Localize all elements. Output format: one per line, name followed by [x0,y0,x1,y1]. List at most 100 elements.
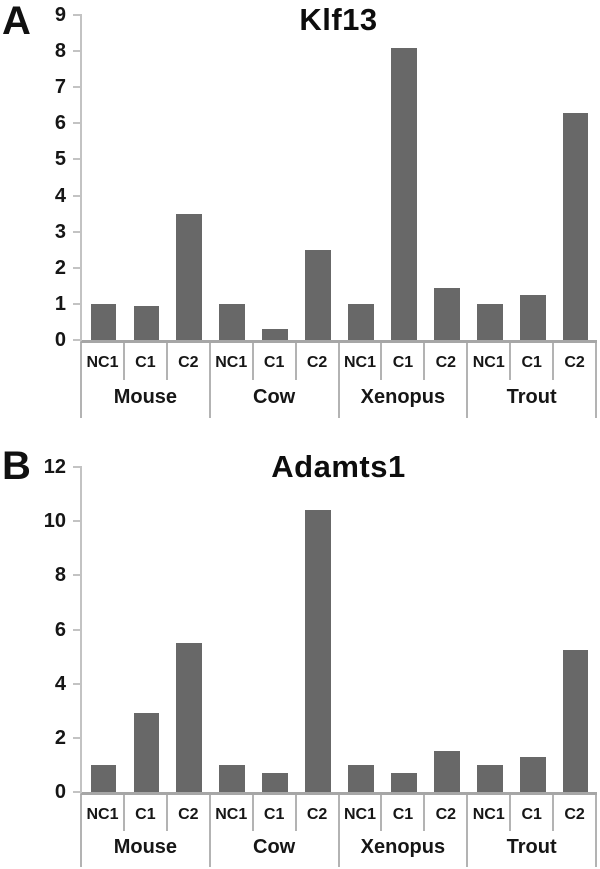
condition-label: C1 [382,343,426,380]
panel-label-a: A [2,0,31,43]
y-tick-mark [73,230,82,233]
bar [133,713,160,792]
y-tick-mark [73,122,82,125]
condition-label: NC1 [340,795,383,831]
bar [262,329,289,340]
bar-slot [297,15,340,340]
y-tick-mark [73,266,82,269]
bar-slot [254,15,297,340]
y-tick-mark [73,682,82,685]
panel-b: B Adamts1 0 2 4 6 8 10 12 NC1 C1 C2 NC1 C1 C2 NC1 C1 C… [0,435,600,869]
group-label: Cow [211,380,340,418]
y-tick-label: 10 [43,510,66,533]
y-tick-label: 7 [54,76,66,99]
bar [433,287,460,340]
y-tick-mark [73,466,82,468]
bars-row-a [82,15,597,340]
y-tick-mark [73,736,82,739]
condition-label: C1 [382,795,426,831]
bar [476,303,503,340]
bar-slot [382,467,425,792]
condition-axis-a: NC1 C1 C2 NC1 C1 C2 NC1 C1 C2 NC1 C1 C2 [80,343,598,380]
species-axis-a: Mouse Cow Xenopus Trout [80,380,597,418]
y-tick-mark [73,791,82,793]
y-tick-mark [73,628,82,631]
y-tick-label: 6 [54,112,66,135]
group-label: Trout [468,380,597,418]
condition-label: C1 [254,795,297,831]
group-label: Mouse [82,380,211,418]
bar [348,764,374,792]
y-tick-label: 6 [54,618,66,641]
bar-slot [254,467,297,792]
species-axis-b: Mouse Cow Xenopus Trout [80,831,597,867]
bar [348,303,374,340]
bar [391,773,417,792]
group-label: Xenopus [340,380,469,418]
y-tick-mark [73,14,82,16]
condition-label: C1 [511,795,555,831]
bar-slot [511,15,554,340]
bars-row-b [82,467,597,792]
y-tick-label: 2 [54,726,66,749]
y-tick-label: 3 [54,220,66,243]
bar [176,643,203,792]
bar-slot [468,15,511,340]
group-label: Trout [468,831,597,867]
y-tick-mark [73,194,82,197]
condition-label: C1 [511,343,555,380]
chart-title-klf13: Klf13 [299,2,378,37]
y-tick-label: 12 [43,456,66,478]
bar [219,764,246,792]
plot-area-a: 0 1 2 3 4 5 6 7 8 9 [55,5,597,350]
bar-slot [382,15,425,340]
bar-slot [554,15,597,340]
bar [90,303,117,340]
plot-area-b: 0 2 4 6 8 10 12 [44,457,597,802]
bar [176,213,203,340]
y-tick-label: 0 [54,329,66,351]
condition-label: C2 [554,795,598,831]
bar-slot [211,467,254,792]
bar-slot [297,467,340,792]
condition-label: NC1 [211,795,254,831]
bar [90,764,117,792]
condition-label: C1 [254,343,297,380]
bar-slot [554,467,597,792]
group-label: Xenopus [340,831,469,867]
condition-label: NC1 [211,343,254,380]
condition-label: C1 [125,343,168,380]
bar-slot [425,467,468,792]
bar-slot [168,467,211,792]
condition-label: NC1 [468,343,512,380]
bar-slot [511,467,554,792]
bar [219,303,246,340]
bar [133,306,160,340]
bar-slot [340,467,383,792]
bar-slot [82,15,125,340]
y-tick-label: 8 [54,564,66,587]
bar [476,764,503,792]
y-tick-label: 1 [54,292,66,315]
y-tick-mark [73,302,82,305]
y-tick-mark [73,339,82,341]
y-tick-label: 9 [54,4,66,26]
y-tick-mark [73,50,82,53]
bar-slot [340,15,383,340]
bar-slot [82,467,125,792]
condition-label: C1 [125,795,168,831]
y-tick-label: 0 [54,781,66,803]
condition-label: C2 [297,343,340,380]
bar [305,249,331,340]
y-tick-mark [73,86,82,89]
y-tick-label: 4 [54,184,66,207]
condition-label: C2 [554,343,598,380]
bar [562,112,589,340]
bar [391,47,417,340]
condition-label: C2 [297,795,340,831]
y-tick-mark [73,574,82,577]
bar [562,649,589,792]
chart-title-adamts1: Adamts1 [271,449,406,484]
bar-slot [425,15,468,340]
group-label: Cow [211,831,340,867]
